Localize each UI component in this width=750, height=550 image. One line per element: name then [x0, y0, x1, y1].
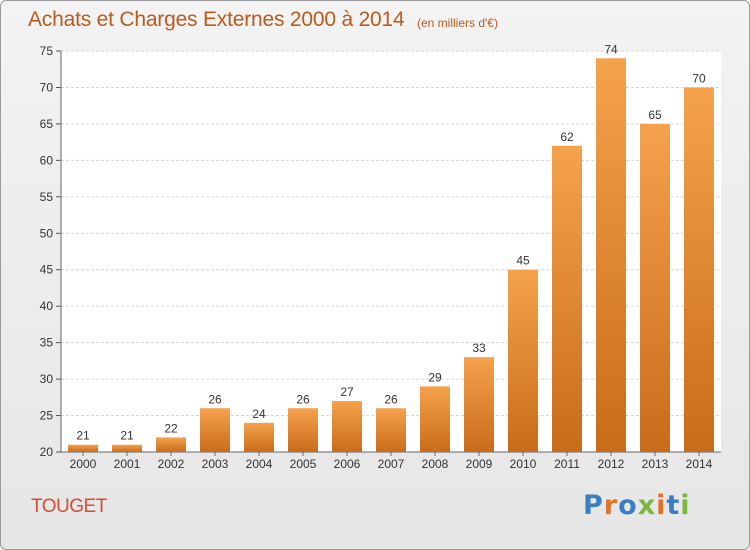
- data-label-2002: 22: [164, 421, 178, 435]
- bar-2003: [200, 408, 230, 452]
- y-tick-label: 35: [40, 336, 54, 350]
- data-label-2013: 65: [648, 108, 662, 122]
- y-tick-label: 55: [40, 190, 54, 204]
- bar-2005: [288, 408, 318, 452]
- x-tick-label-2005: 2005: [290, 457, 317, 471]
- bar-2004: [244, 422, 274, 452]
- data-label-2014: 70: [692, 71, 706, 85]
- x-tick-label-2013: 2013: [642, 457, 669, 471]
- bar-2011: [552, 145, 582, 453]
- bar-2002: [156, 437, 186, 452]
- bar-2014: [684, 87, 714, 453]
- logo-letter: i: [680, 490, 691, 521]
- bar-2008: [420, 386, 450, 452]
- data-label-2005: 26: [296, 392, 310, 406]
- y-tick-label: 20: [40, 445, 54, 459]
- bar-2007: [376, 408, 406, 452]
- logo-letter: t: [666, 490, 681, 521]
- x-tick-label-2014: 2014: [686, 457, 713, 471]
- data-label-2003: 26: [208, 392, 222, 406]
- logo-letter: P: [583, 490, 604, 521]
- x-tick-label-2004: 2004: [246, 457, 273, 471]
- data-label-2004: 24: [252, 407, 266, 421]
- y-tick-label: 45: [40, 263, 54, 277]
- x-tick-label-2009: 2009: [466, 457, 493, 471]
- data-label-2009: 33: [472, 341, 486, 355]
- bar-2013: [640, 123, 670, 452]
- chart-subtitle: (en milliers d'€): [417, 16, 498, 30]
- logo-letter: r: [603, 490, 619, 521]
- x-tick-label-2006: 2006: [334, 457, 361, 471]
- x-tick-label-2000: 2000: [70, 457, 97, 471]
- x-tick-label-2011: 2011: [554, 457, 580, 471]
- data-label-2007: 26: [384, 392, 398, 406]
- proxiti-logo: Proxiti: [583, 490, 691, 521]
- data-label-2006: 27: [340, 385, 354, 399]
- chart-title: Achats et Charges Externes 2000 à 2014: [28, 8, 405, 31]
- bar-2012: [596, 58, 626, 453]
- y-tick-label: 25: [40, 409, 54, 423]
- data-label-2011: 62: [560, 130, 574, 144]
- x-tick-label-2008: 2008: [422, 457, 449, 471]
- y-tick-label: 40: [40, 299, 54, 313]
- y-tick-label: 75: [40, 44, 54, 58]
- x-tick-label-2007: 2007: [378, 457, 405, 471]
- bar-2000: [68, 444, 98, 452]
- y-tick-label: 65: [40, 117, 54, 131]
- bar-2009: [464, 357, 494, 452]
- y-tick-label: 50: [40, 226, 54, 240]
- data-label-2000: 21: [76, 429, 90, 443]
- logo-letter: i: [656, 490, 667, 521]
- data-label-2001: 21: [120, 429, 134, 443]
- bar-2006: [332, 400, 362, 452]
- data-label-2012: 74: [604, 42, 618, 56]
- logo-letter: x: [637, 490, 657, 521]
- data-label-2008: 29: [428, 370, 442, 384]
- logo-letter: o: [618, 490, 638, 521]
- y-tick-label: 30: [40, 372, 54, 386]
- bar-2010: [508, 269, 538, 452]
- x-tick-label-2001: 2001: [114, 457, 141, 471]
- x-tick-label-2003: 2003: [202, 457, 229, 471]
- x-tick-label-2010: 2010: [510, 457, 537, 471]
- y-tick-label: 60: [40, 153, 54, 167]
- x-tick-label-2002: 2002: [158, 457, 185, 471]
- y-tick-label: 70: [40, 80, 54, 94]
- x-tick-label-2012: 2012: [598, 457, 625, 471]
- data-label-2010: 45: [516, 254, 530, 268]
- bar-2001: [112, 444, 142, 452]
- commune-name: TOUGET: [31, 496, 107, 517]
